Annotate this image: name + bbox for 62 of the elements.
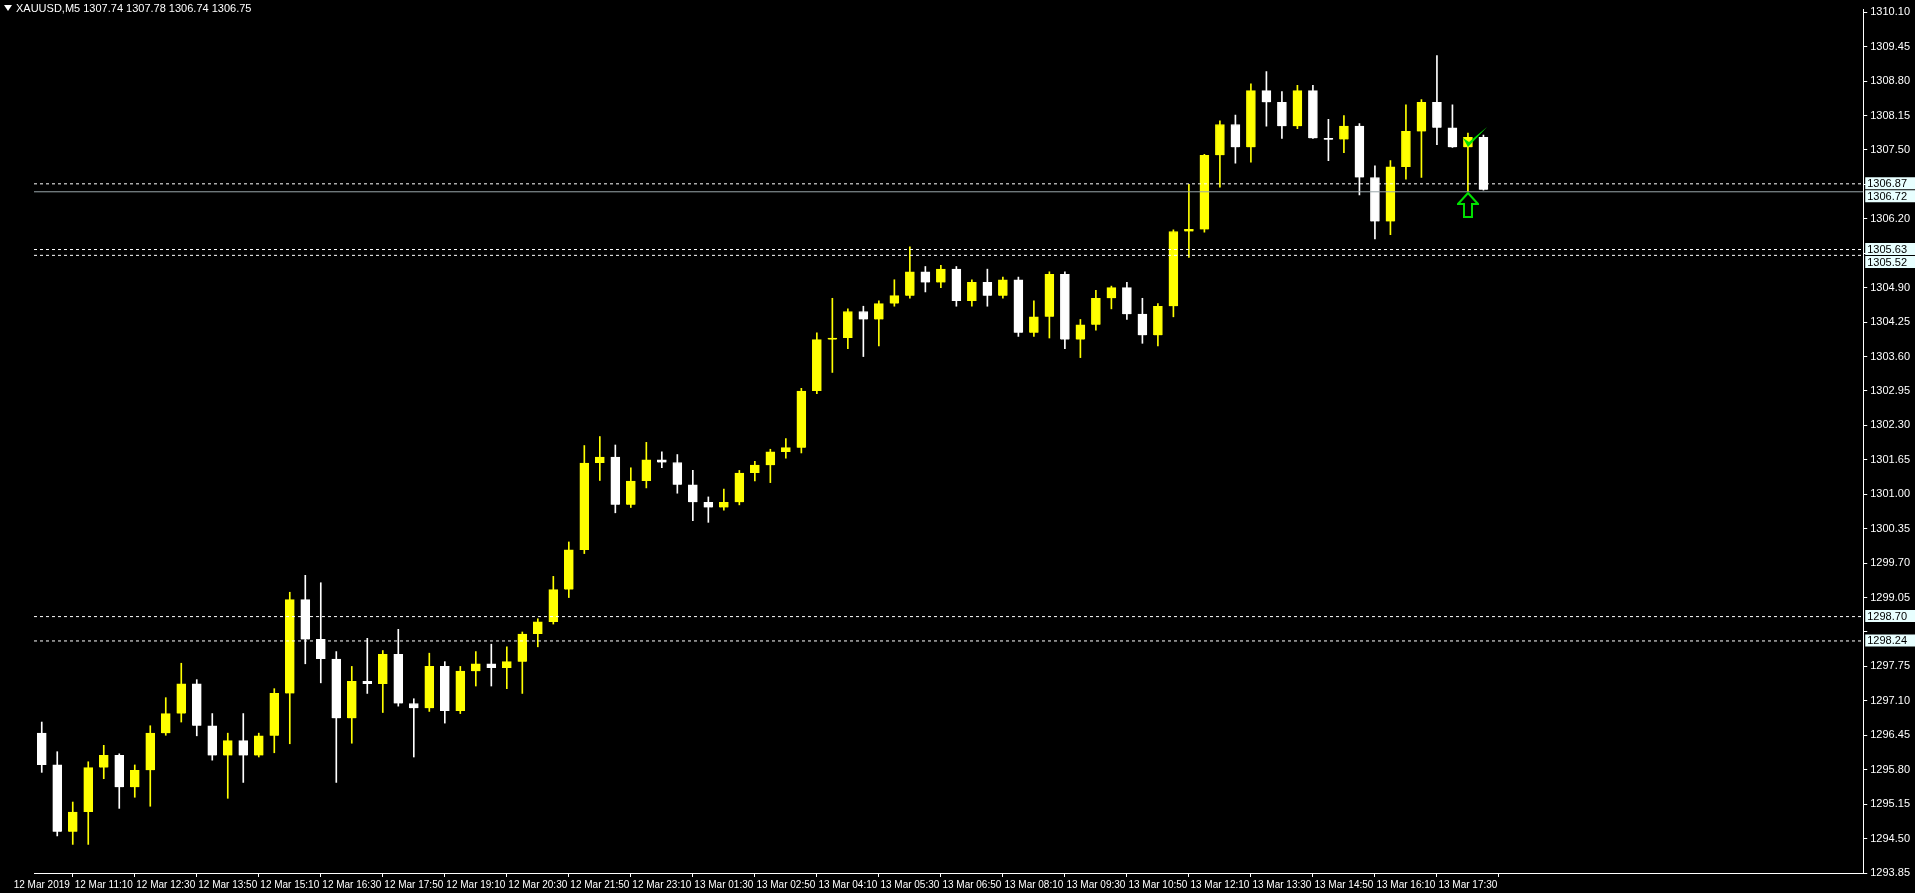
y-tick-label: 1304.25 xyxy=(1870,315,1910,328)
x-tick-label: 12 Mar 11:10 xyxy=(74,878,134,890)
candlestick xyxy=(594,436,605,481)
y-tick-label: 1297.10 xyxy=(1870,693,1910,706)
candlestick xyxy=(238,713,249,783)
y-tick-label: 1300.35 xyxy=(1870,521,1910,534)
y-tick-label: 1303.60 xyxy=(1870,349,1910,362)
x-tick-label: 13 Mar 08:10 xyxy=(1004,878,1064,890)
x-tick-label: 13 Mar 04:10 xyxy=(818,878,878,890)
ref-line-label: 1298.24 xyxy=(1867,634,1907,646)
y-tick-label: 1293.85 xyxy=(1870,866,1910,879)
y-tick-label: 1295.15 xyxy=(1870,797,1910,810)
x-tick-label: 13 Mar 01:30 xyxy=(694,878,754,890)
y-tick-label: 1307.50 xyxy=(1870,143,1910,155)
candlestick xyxy=(222,732,233,799)
ref-line-label: 1305.63 xyxy=(1867,242,1907,255)
candlestick xyxy=(781,438,791,459)
y-tick-label: 1296.45 xyxy=(1870,728,1910,741)
ref-line-label: 1306.72 xyxy=(1867,189,1907,202)
x-tick-label: 12 Mar 2019 xyxy=(13,878,71,890)
candlestick xyxy=(501,646,512,689)
x-tick-label: 13 Mar 13:30 xyxy=(1252,878,1312,890)
x-tick-label: 13 Mar 12:10 xyxy=(1190,878,1250,890)
x-tick-label: 13 Mar 10:50 xyxy=(1128,878,1188,890)
ref-line-label: 1305.52 xyxy=(1867,255,1907,268)
x-tick-label: 12 Mar 13:50 xyxy=(198,878,258,890)
y-tick-label: 1301.65 xyxy=(1870,452,1910,465)
x-tick-label: 12 Mar 19:10 xyxy=(446,878,506,890)
x-tick-label: 13 Mar 17:30 xyxy=(1438,878,1498,890)
y-tick-label: 1310.10 xyxy=(1870,5,1910,18)
y-tick-label: 1299.70 xyxy=(1870,556,1910,569)
x-tick-label: 12 Mar 21:50 xyxy=(570,878,630,890)
x-tick-label: 12 Mar 17:50 xyxy=(384,878,444,890)
y-tick-label: 1295.80 xyxy=(1870,762,1910,775)
x-tick-label: 12 Mar 12:30 xyxy=(136,878,196,890)
ref-line-label: 1306.87 xyxy=(1867,176,1907,189)
x-tick-label: 13 Mar 09:30 xyxy=(1066,878,1126,890)
candlestick xyxy=(486,643,497,687)
y-tick-label: 1302.95 xyxy=(1870,384,1910,397)
y-tick-label: 1308.80 xyxy=(1870,74,1910,87)
y-tick-label: 1308.15 xyxy=(1870,108,1910,121)
chart-title: XAUUSD,M5 1307.74 1307.78 1306.74 1306.75 xyxy=(16,2,252,14)
x-tick-label: 12 Mar 15:10 xyxy=(260,878,320,890)
y-tick-label: 1297.75 xyxy=(1870,659,1910,672)
candlestick xyxy=(408,698,419,758)
x-tick-label: 13 Mar 14:50 xyxy=(1314,878,1374,890)
x-tick-label: 13 Mar 06:50 xyxy=(942,878,1002,890)
y-tick-label: 1309.45 xyxy=(1870,39,1910,52)
x-tick-label: 12 Mar 16:30 xyxy=(322,878,382,890)
x-tick-label: 12 Mar 20:30 xyxy=(508,878,568,890)
y-tick-label: 1299.05 xyxy=(1870,590,1910,603)
y-tick-label: 1304.90 xyxy=(1870,280,1910,293)
ref-line-label: 1298.70 xyxy=(1867,609,1907,622)
candlestick xyxy=(470,651,481,687)
y-tick-label: 1302.30 xyxy=(1870,418,1910,431)
x-tick-label: 13 Mar 16:10 xyxy=(1376,878,1436,890)
x-tick-label: 13 Mar 02:50 xyxy=(756,878,816,890)
y-tick-label: 1294.50 xyxy=(1870,831,1910,844)
x-tick-label: 13 Mar 05:30 xyxy=(880,878,940,890)
x-tick-label: 12 Mar 23:10 xyxy=(632,878,692,890)
y-tick-label: 1306.20 xyxy=(1870,211,1910,224)
y-tick-label: 1301.00 xyxy=(1870,487,1910,500)
